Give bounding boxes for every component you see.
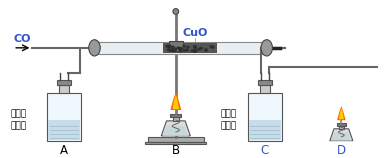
- Bar: [163, 43, 217, 53]
- Ellipse shape: [183, 49, 187, 51]
- Ellipse shape: [194, 49, 197, 52]
- Polygon shape: [161, 121, 191, 136]
- Ellipse shape: [168, 45, 171, 47]
- Polygon shape: [330, 129, 353, 141]
- Text: B: B: [172, 143, 180, 157]
- Ellipse shape: [191, 49, 194, 52]
- Ellipse shape: [166, 45, 169, 47]
- Ellipse shape: [166, 45, 170, 48]
- Bar: [339, 126, 344, 129]
- Ellipse shape: [170, 48, 174, 50]
- Text: A: A: [60, 143, 68, 157]
- Ellipse shape: [169, 49, 172, 52]
- Ellipse shape: [211, 46, 214, 48]
- Text: C: C: [261, 143, 269, 157]
- Ellipse shape: [173, 49, 177, 52]
- Ellipse shape: [186, 46, 190, 48]
- Bar: [337, 123, 346, 126]
- Ellipse shape: [177, 47, 180, 49]
- Ellipse shape: [193, 46, 197, 49]
- Circle shape: [173, 9, 179, 14]
- Ellipse shape: [172, 50, 175, 52]
- Polygon shape: [337, 106, 346, 120]
- Text: CuO: CuO: [182, 28, 208, 38]
- Ellipse shape: [168, 45, 171, 47]
- Bar: [170, 114, 181, 117]
- Ellipse shape: [179, 50, 182, 52]
- Bar: [260, 85, 270, 93]
- Ellipse shape: [210, 45, 213, 48]
- Ellipse shape: [179, 47, 182, 50]
- Bar: [59, 85, 69, 93]
- Ellipse shape: [197, 48, 201, 50]
- Polygon shape: [173, 94, 179, 109]
- Text: 澄清的
石灰水: 澄清的 石灰水: [10, 109, 26, 130]
- Bar: [148, 137, 204, 142]
- Ellipse shape: [178, 48, 182, 51]
- Bar: [169, 41, 182, 51]
- Bar: [249, 120, 281, 140]
- Ellipse shape: [180, 48, 183, 50]
- Bar: [248, 93, 282, 141]
- Polygon shape: [339, 108, 344, 119]
- Ellipse shape: [89, 40, 100, 56]
- Bar: [173, 117, 179, 121]
- Polygon shape: [163, 126, 189, 136]
- Ellipse shape: [178, 47, 181, 50]
- Ellipse shape: [194, 50, 197, 52]
- Ellipse shape: [199, 47, 203, 49]
- Ellipse shape: [167, 49, 170, 51]
- Ellipse shape: [193, 50, 196, 53]
- Ellipse shape: [261, 40, 272, 56]
- Ellipse shape: [171, 46, 175, 48]
- Bar: [95, 42, 267, 54]
- Polygon shape: [331, 133, 352, 141]
- Bar: [47, 93, 81, 141]
- Bar: [57, 80, 71, 85]
- Text: 澄清的
石灰水: 澄清的 石灰水: [221, 109, 237, 130]
- Ellipse shape: [174, 48, 177, 50]
- Bar: [48, 120, 80, 140]
- Bar: [145, 142, 206, 144]
- Bar: [258, 80, 272, 85]
- Ellipse shape: [204, 49, 208, 52]
- Ellipse shape: [204, 48, 208, 51]
- Ellipse shape: [182, 45, 186, 47]
- Text: D: D: [337, 143, 346, 157]
- Polygon shape: [170, 92, 181, 110]
- Ellipse shape: [193, 45, 197, 48]
- Ellipse shape: [211, 46, 214, 48]
- Text: CO: CO: [13, 34, 31, 44]
- Ellipse shape: [167, 46, 171, 48]
- Ellipse shape: [185, 49, 189, 51]
